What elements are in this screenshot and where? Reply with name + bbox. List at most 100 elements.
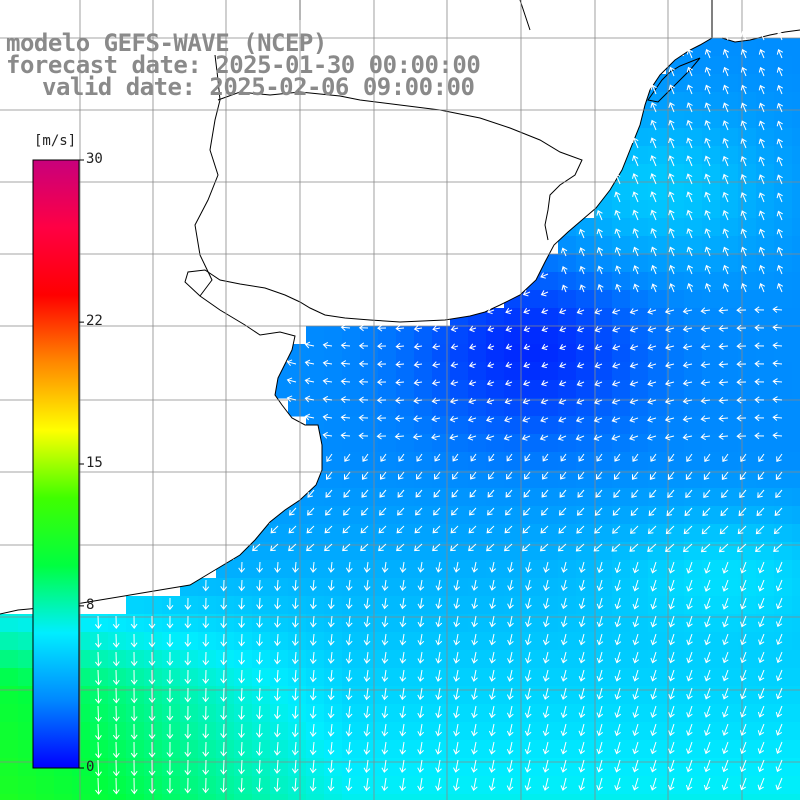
wind-cell	[450, 488, 469, 507]
wind-cell	[306, 362, 325, 381]
wind-cell	[792, 524, 800, 543]
wind-arrow	[507, 597, 514, 610]
wind-cell	[432, 452, 451, 471]
wind-cell	[450, 434, 469, 453]
wind-cell	[360, 398, 379, 417]
wind-cell	[558, 344, 577, 363]
wind-arrow	[668, 119, 675, 131]
wind-cell	[648, 560, 667, 579]
wind-arrow	[560, 687, 568, 700]
wind-cell	[702, 650, 721, 669]
wind-cell	[720, 488, 739, 507]
wind-cell	[288, 686, 307, 705]
wind-cell	[684, 416, 703, 435]
wind-arrow	[453, 615, 461, 628]
wind-arrow	[686, 723, 693, 736]
wind-arrow	[304, 395, 315, 403]
land-northeast	[720, 0, 800, 42]
wind-cell	[756, 776, 775, 795]
wind-arrow	[340, 378, 351, 385]
wind-cell	[252, 668, 271, 687]
wind-cell	[36, 794, 55, 800]
wind-arrow	[525, 579, 532, 591]
wind-arrow	[523, 361, 531, 369]
wind-arrow	[719, 525, 729, 535]
wind-cell	[648, 272, 667, 291]
wind-arrow	[453, 561, 461, 573]
wind-cell	[378, 416, 397, 435]
wind-arrow	[704, 633, 711, 646]
wind-arrow	[736, 378, 747, 386]
wind-cell	[702, 758, 721, 777]
wind-arrow	[148, 651, 156, 667]
wind-cell	[576, 218, 595, 237]
wind-cell	[774, 398, 793, 417]
wind-arrow	[736, 414, 747, 422]
wind-cell	[486, 524, 505, 543]
wind-cell	[594, 398, 613, 417]
wind-cell	[702, 38, 721, 57]
wind-cell	[684, 236, 703, 255]
wind-arrow	[309, 651, 317, 665]
wind-cell	[360, 416, 379, 435]
wind-cell	[648, 650, 667, 669]
wind-arrow	[668, 669, 675, 682]
wind-arrow	[704, 615, 711, 628]
wind-arrow	[453, 687, 460, 701]
wind-cell	[414, 524, 433, 543]
wind-arrow	[629, 308, 639, 315]
wind-cell	[378, 362, 397, 381]
wind-arrow	[650, 579, 657, 592]
wind-arrow	[686, 246, 693, 257]
wind-arrow	[505, 343, 513, 351]
wind-arrow	[273, 687, 281, 702]
wind-cell	[234, 704, 253, 723]
wind-cell	[594, 506, 613, 525]
wind-cell	[18, 740, 37, 759]
wind-cell	[396, 686, 415, 705]
wind-arrow	[381, 615, 389, 628]
wind-cell	[594, 362, 613, 381]
wind-arrow	[739, 741, 747, 755]
wind-arrow	[524, 471, 531, 480]
wind-cell	[576, 776, 595, 795]
wind-cell	[90, 686, 109, 705]
wind-cell	[162, 668, 181, 687]
wind-cell	[18, 668, 37, 687]
wind-arrow	[358, 396, 369, 404]
wind-cell	[342, 650, 361, 669]
wind-cell	[720, 146, 739, 165]
wind-arrow	[776, 192, 783, 203]
wind-cell	[108, 686, 127, 705]
wind-arrow	[522, 398, 531, 405]
wind-arrow	[757, 579, 765, 592]
wind-arrow	[668, 633, 675, 646]
wind-arrow	[507, 615, 514, 628]
wind-arrow	[722, 173, 729, 185]
wind-arrow	[650, 264, 658, 275]
wind-cell	[198, 794, 217, 800]
wind-arrow	[594, 326, 603, 333]
wind-arrow	[649, 471, 657, 480]
wind-cell	[684, 290, 703, 309]
wind-cell	[702, 578, 721, 597]
wind-arrow	[576, 344, 585, 351]
wind-arrow	[95, 759, 102, 777]
wind-arrow	[559, 325, 567, 333]
wind-cell	[756, 434, 775, 453]
wind-arrow	[488, 453, 495, 462]
wind-cell	[756, 254, 775, 273]
wind-cell	[648, 146, 667, 165]
wind-arrow	[184, 597, 192, 611]
wind-arrow	[757, 471, 765, 480]
wind-cell	[540, 416, 559, 435]
wind-cell	[540, 668, 559, 687]
wind-cell	[630, 650, 649, 669]
wind-arrow	[740, 138, 747, 149]
wind-arrow	[381, 777, 389, 792]
wind-cell	[738, 200, 757, 219]
wind-cell	[180, 686, 199, 705]
wind-cell	[432, 434, 451, 453]
wind-arrow	[558, 398, 567, 405]
wind-cell	[396, 362, 415, 381]
